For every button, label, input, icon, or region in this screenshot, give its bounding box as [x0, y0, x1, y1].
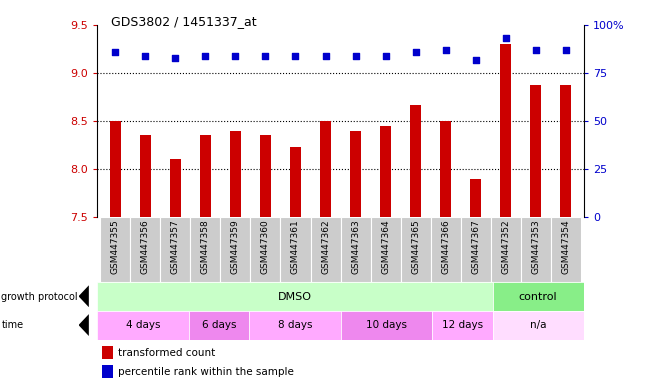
Bar [97, 282, 493, 311]
Bar [140, 136, 150, 217]
Point [290, 53, 301, 59]
Point [170, 55, 180, 61]
Bar [341, 311, 431, 340]
Bar [491, 217, 521, 282]
Bar [501, 44, 511, 217]
Bar [370, 217, 401, 282]
Bar [320, 121, 331, 217]
Polygon shape [79, 285, 89, 307]
Text: percentile rank within the sample: percentile rank within the sample [117, 367, 294, 377]
Point [350, 53, 361, 59]
Text: 12 days: 12 days [442, 320, 482, 331]
Bar [97, 311, 189, 340]
Text: growth protocol: growth protocol [1, 291, 78, 302]
Bar [431, 311, 493, 340]
Text: GSM447354: GSM447354 [561, 219, 570, 273]
Point [530, 47, 541, 53]
Point [501, 35, 511, 41]
Point [410, 49, 421, 55]
Text: transformed count: transformed count [117, 348, 215, 358]
Polygon shape [79, 314, 89, 336]
Text: DMSO: DMSO [278, 291, 312, 302]
Bar [100, 217, 130, 282]
Bar [260, 136, 270, 217]
Bar [431, 217, 461, 282]
Point [260, 53, 271, 59]
Bar [493, 311, 584, 340]
Bar [311, 217, 340, 282]
Text: GSM447355: GSM447355 [111, 219, 120, 274]
Bar [401, 217, 431, 282]
Bar [521, 217, 551, 282]
Text: GSM447362: GSM447362 [321, 219, 330, 273]
Bar [350, 131, 361, 217]
Point [200, 53, 211, 59]
Point [140, 53, 151, 59]
Bar [230, 131, 241, 217]
Bar [160, 217, 191, 282]
Bar [461, 217, 491, 282]
Bar [341, 217, 370, 282]
Text: GSM447366: GSM447366 [441, 219, 450, 274]
Bar [531, 86, 541, 217]
Bar [110, 121, 121, 217]
Text: 4 days: 4 days [125, 320, 160, 331]
Point [440, 47, 451, 53]
Bar [130, 217, 160, 282]
Bar [470, 179, 481, 217]
Text: control: control [519, 291, 558, 302]
Text: GSM447367: GSM447367 [471, 219, 480, 274]
Bar [189, 311, 250, 340]
Bar [102, 346, 113, 359]
Bar [170, 159, 180, 217]
Point [230, 53, 241, 59]
Text: GSM447363: GSM447363 [351, 219, 360, 274]
Bar [102, 365, 113, 378]
Text: GSM447357: GSM447357 [171, 219, 180, 274]
Bar [250, 311, 341, 340]
Bar [291, 147, 301, 217]
Text: 6 days: 6 days [202, 320, 236, 331]
Point [380, 53, 391, 59]
Text: 8 days: 8 days [278, 320, 312, 331]
Bar [191, 217, 220, 282]
Text: GSM447360: GSM447360 [261, 219, 270, 274]
Bar [200, 136, 211, 217]
Text: GSM447356: GSM447356 [141, 219, 150, 274]
Text: GSM447364: GSM447364 [381, 219, 390, 273]
Text: GSM447359: GSM447359 [231, 219, 240, 274]
Point [560, 47, 571, 53]
Point [110, 49, 121, 55]
Bar [493, 282, 584, 311]
Text: GSM447361: GSM447361 [291, 219, 300, 274]
Text: GSM447365: GSM447365 [411, 219, 420, 274]
Text: n/a: n/a [530, 320, 546, 331]
Point [470, 56, 481, 63]
Bar [411, 105, 421, 217]
Text: GSM447353: GSM447353 [531, 219, 540, 274]
Bar [380, 126, 391, 217]
Bar [551, 217, 581, 282]
Text: GSM447358: GSM447358 [201, 219, 210, 274]
Bar [250, 217, 280, 282]
Bar [560, 86, 571, 217]
Text: 10 days: 10 days [366, 320, 407, 331]
Bar [280, 217, 311, 282]
Text: GSM447352: GSM447352 [501, 219, 510, 273]
Text: GDS3802 / 1451337_at: GDS3802 / 1451337_at [111, 15, 256, 28]
Bar [440, 121, 451, 217]
Point [320, 53, 331, 59]
Text: time: time [1, 320, 23, 331]
Bar [220, 217, 250, 282]
